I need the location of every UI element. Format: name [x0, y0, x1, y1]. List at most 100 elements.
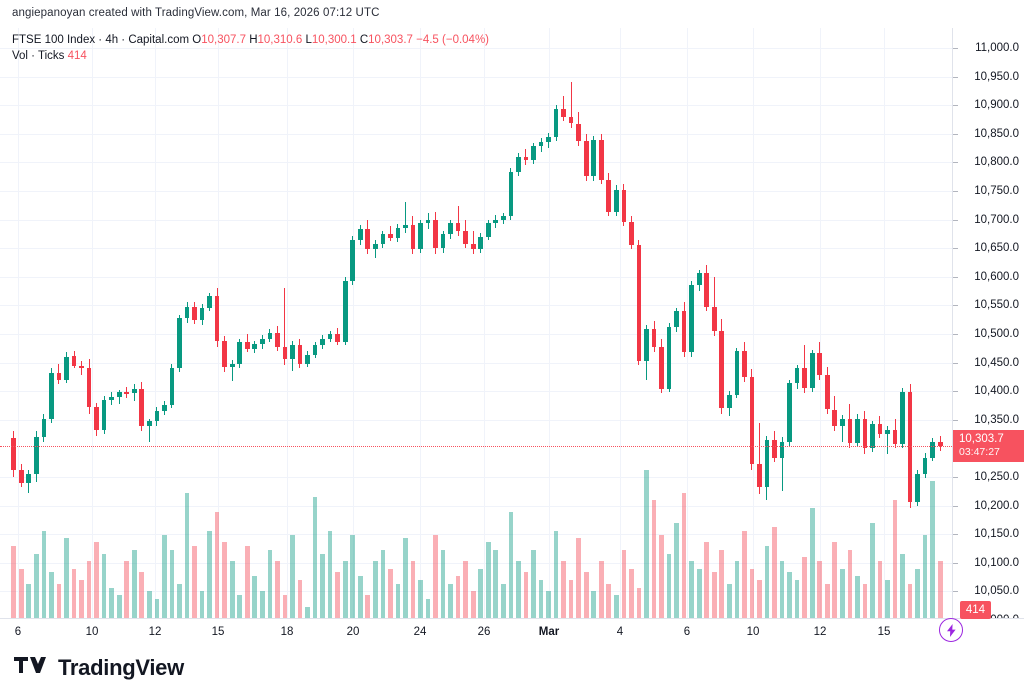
candle-body: [350, 240, 356, 282]
time-axis[interactable]: 6 10 12 15 18 20 24 26 Mar 4 6 10 12 15: [0, 618, 1024, 649]
volume-bar: [583, 572, 589, 618]
volume-bar: [327, 530, 333, 618]
candle-body: [297, 345, 303, 364]
volume-bar: [410, 561, 416, 618]
time-tick-label: 15: [877, 626, 891, 638]
volume-bar: [666, 553, 672, 618]
volume-bar: [749, 568, 755, 618]
candle-body: [267, 332, 273, 339]
price-tick-mark: [953, 505, 958, 507]
volume-bar: [636, 587, 642, 618]
candle-body: [425, 219, 431, 224]
legend-volume-row[interactable]: Vol · Ticks 414: [12, 48, 489, 64]
current-price-badge: 10,303.7 03:47:27: [953, 430, 1024, 463]
volume-bar: [696, 568, 702, 618]
volume-bar: [772, 526, 777, 618]
volume-bar: [779, 561, 785, 618]
price-tick-mark: [953, 534, 958, 536]
candle-body: [553, 108, 559, 138]
candle-body: [681, 311, 687, 353]
candle-body: [207, 296, 212, 308]
candle-wick: [781, 436, 783, 491]
candle-wick: [231, 360, 233, 381]
gridline: [92, 28, 93, 618]
volume-bar: [689, 561, 694, 618]
volume-bar: [290, 534, 295, 618]
price-tick-mark: [953, 191, 958, 192]
candle-body: [275, 332, 280, 347]
price-tick-label: 10,500.0: [974, 328, 1019, 340]
volume-bar: [561, 561, 566, 618]
candle-body: [764, 440, 770, 488]
price-tick-label: 10,350.0: [974, 413, 1019, 426]
candle-body: [131, 388, 137, 394]
gridline: [353, 28, 354, 618]
volume-bar: [764, 545, 770, 618]
candle-body: [109, 396, 114, 401]
candle-body: [485, 223, 491, 237]
legend-main-row[interactable]: FTSE 100 Index · 4h · Capital.com O10,30…: [12, 32, 489, 48]
volume-bar: [275, 561, 280, 618]
gridline: [884, 28, 885, 618]
candle-body: [162, 404, 167, 411]
legend-open-label: O: [192, 34, 202, 46]
lightning-bolt-icon[interactable]: [939, 618, 963, 642]
price-axis[interactable]: 11,000.0 10,950.0 10,900.0 10,850.0 10,800.0…: [952, 28, 1024, 626]
candle-body: [418, 223, 423, 250]
candle-body: [749, 377, 755, 465]
volume-bar: [162, 534, 167, 618]
candle-body: [259, 338, 265, 345]
volume-bar: [418, 580, 423, 618]
volume-bar: [674, 523, 679, 618]
candle-wick: [457, 205, 459, 236]
volume-bar: [169, 549, 175, 618]
candle-body: [64, 356, 69, 380]
gridline: [0, 391, 952, 393]
candle-body: [719, 330, 725, 409]
volume-bar: [56, 583, 62, 618]
price-tick-mark: [953, 162, 958, 164]
volume-bar: [229, 561, 235, 618]
legend-open-value: 10,307.7: [201, 34, 246, 46]
volume-bar: [704, 542, 710, 618]
volume-bar: [516, 561, 521, 618]
price-tick-label: 10,250.0: [974, 471, 1019, 483]
candle-body: [282, 346, 288, 360]
gridline: [155, 28, 156, 618]
gridline: [287, 28, 288, 618]
candle-body: [222, 340, 227, 368]
gridline: [484, 28, 485, 618]
volume-bar: [124, 561, 130, 618]
gridline: [0, 362, 952, 364]
candle-body: [71, 355, 77, 367]
chart-plot-area[interactable]: [0, 28, 952, 618]
volume-bar: [855, 576, 860, 618]
volume-bar: [719, 549, 725, 618]
candle-body: [757, 464, 762, 488]
candle-body: [787, 383, 792, 442]
volume-bar: [11, 545, 17, 618]
candle-body: [915, 473, 920, 503]
candle-body: [726, 394, 732, 409]
volume-bar: [885, 580, 890, 618]
candle-body: [11, 438, 17, 471]
volume-bar: [177, 583, 182, 618]
candle-body: [583, 140, 589, 177]
candle-body: [440, 234, 446, 249]
candle-body: [327, 334, 333, 339]
gridline: [0, 591, 952, 593]
volume-bar: [787, 572, 792, 618]
gridline: [0, 419, 952, 421]
volume-bar: [71, 568, 77, 618]
volume-bar: [621, 549, 627, 618]
time-tick-label: 4: [616, 626, 624, 638]
volume-bar: [606, 583, 612, 618]
candle-body: [478, 236, 484, 250]
candle-body: [252, 344, 258, 349]
candle-body: [124, 392, 130, 394]
volume-bar: [222, 542, 227, 618]
price-tick-mark: [953, 562, 958, 564]
legend-close-value: 10,303.7: [368, 34, 413, 46]
candle-body: [237, 342, 243, 364]
price-tick-label: 10,050.0: [974, 585, 1019, 598]
